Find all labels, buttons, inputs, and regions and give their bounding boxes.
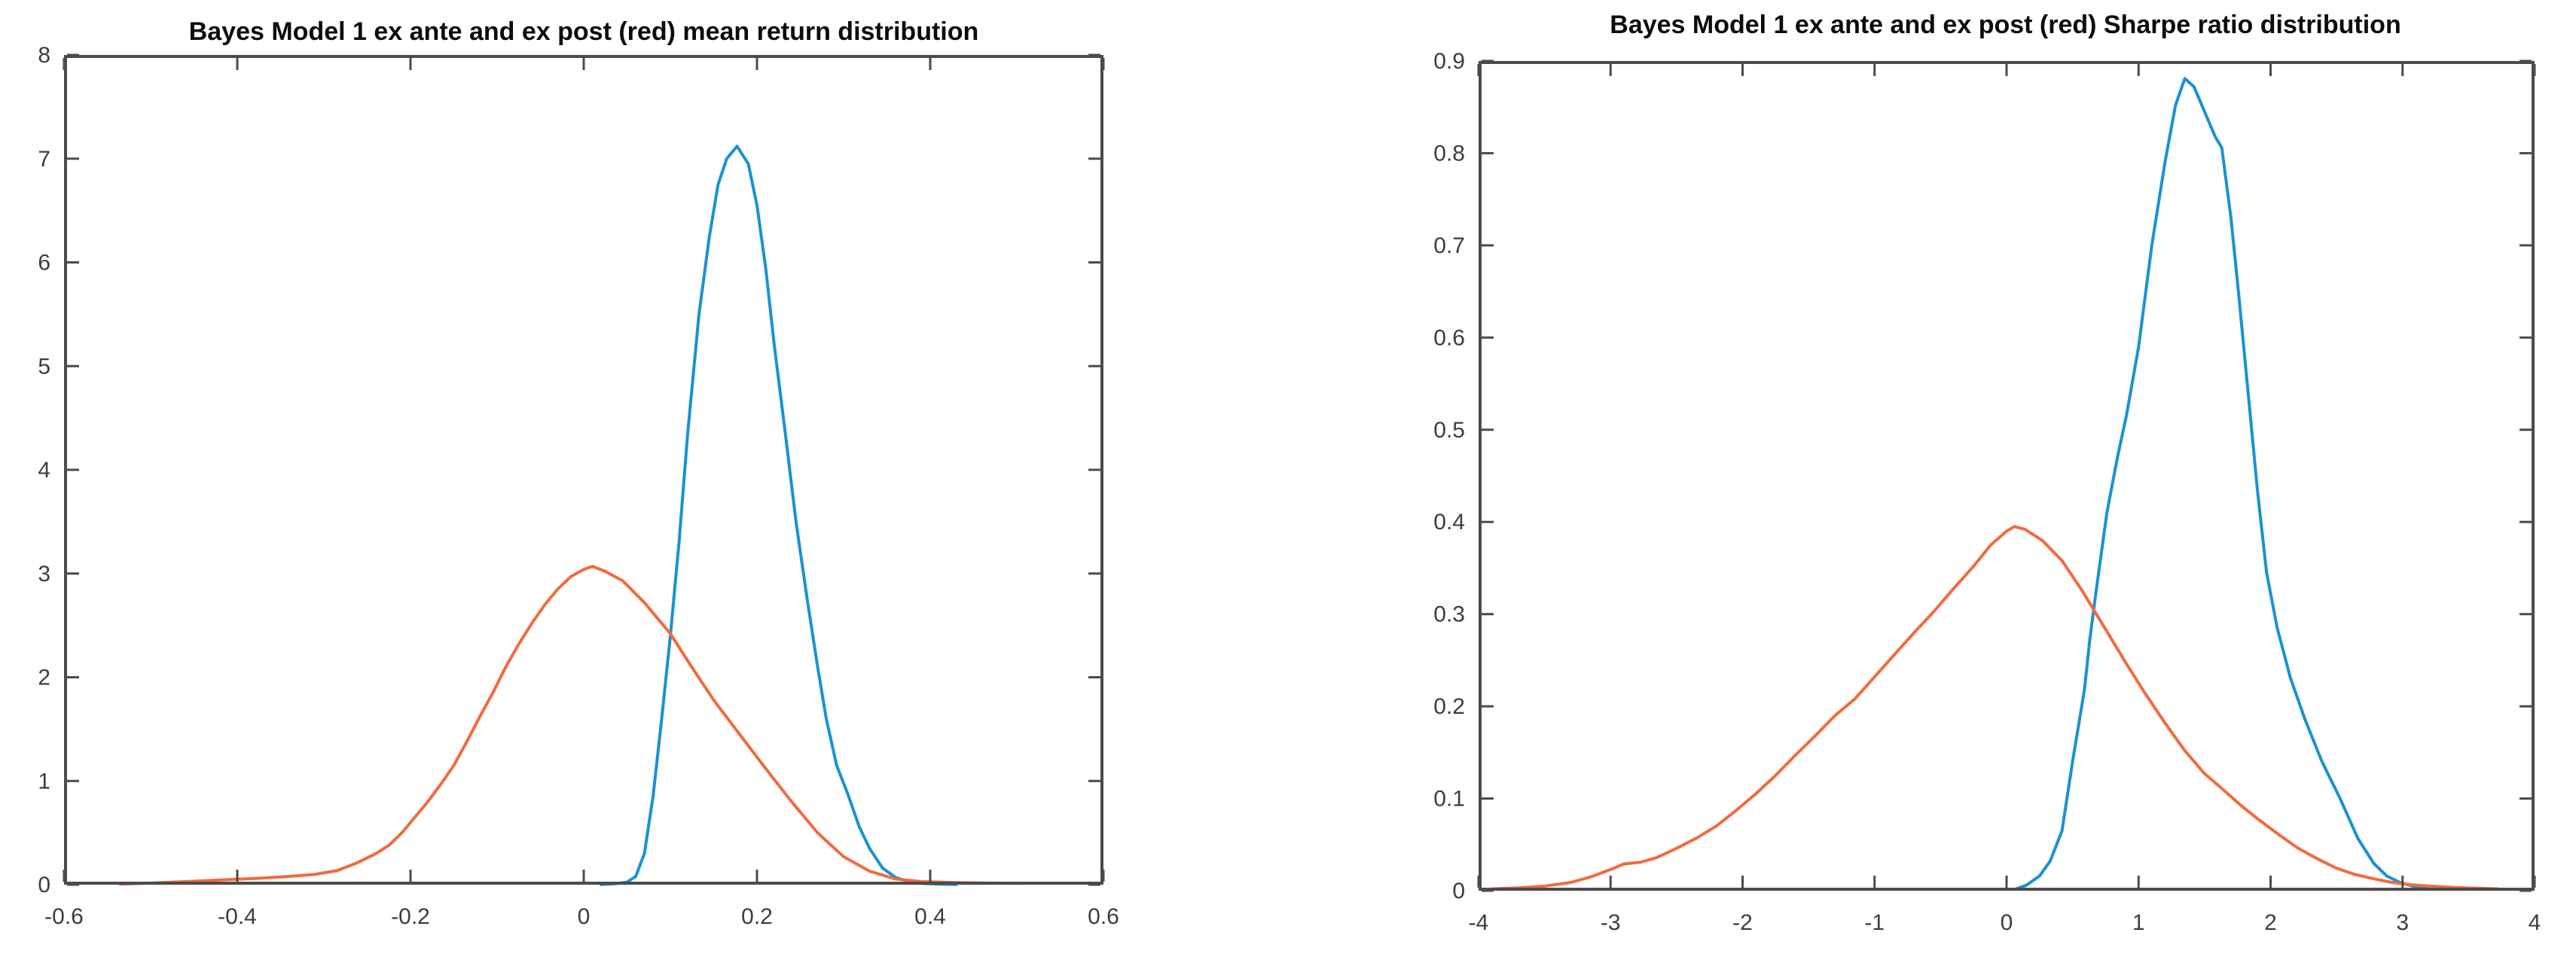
x-tick-label: 0 [2001,910,2013,935]
y-tick-label: 2 [38,666,50,690]
x-tick-label: -3 [1601,910,1621,935]
y-tick-label: 3 [38,562,50,587]
y-tick-label: 4 [38,458,50,483]
chart-title: Bayes Model 1 ex ante and ex post (red) … [1610,11,2401,39]
ex-post-curve [118,565,1023,886]
x-tick-label: -2 [1732,910,1753,935]
chart-title: Bayes Model 1 ex ante and ex post (red) … [188,17,979,46]
x-tick-label: -0.6 [44,904,84,929]
x-tick-label: 0.2 [741,904,773,929]
ex-ante-curve [600,145,958,886]
x-tick-label: 4 [2529,910,2541,935]
x-tick-label: -4 [1469,910,1489,935]
y-tick-label: 0.5 [1433,418,1465,443]
y-tick-label: 0.2 [1433,694,1465,719]
y-tick-label: 1 [38,769,50,794]
y-tick-label: 0.8 [1433,141,1465,166]
x-tick-label: 1 [2132,910,2145,935]
plot-area-sharpe-ratio: -4 -3 -2 -1 0 1 2 3 4 0 0.1 0.2 0.3 0.4 0.5 0.6 0.7 0.8 0.… [1433,49,2541,935]
y-tick-label: 0.9 [1433,49,1465,74]
y-tick-label: 0.4 [1433,510,1465,535]
y-tick-label: 0.1 [1433,787,1465,812]
y-tick-label: 7 [38,147,50,172]
ex-post-curve [1490,525,2499,891]
x-tick-label: 0.6 [1088,904,1119,929]
y-tick-label: 6 [38,251,50,276]
x-tick-label: -0.2 [391,904,430,929]
axes-box [1479,61,2535,891]
y-tick-label: 0 [38,873,50,897]
ex-ante-curve [2014,77,2441,891]
plot-area-mean-return: -0.6 -0.4 -0.2 0 0.2 0.4 0.6 0 1 2 3 4 5 6 7 8 [38,43,1119,929]
y-tick-label: 0.3 [1433,602,1465,627]
x-tick-label: 3 [2396,910,2409,935]
x-tick-label: -1 [1864,910,1885,935]
y-tick-label: 0 [1452,879,1465,904]
y-tick-label: 5 [38,354,50,379]
x-tick-label: 2 [2264,910,2277,935]
y-tick-label: 0.6 [1433,325,1465,350]
y-tick-label: 8 [38,43,50,68]
x-tick-label: 0.4 [914,904,946,929]
x-tick-label: 0 [578,904,591,929]
x-tick-label: -0.4 [218,904,257,929]
y-tick-label: 0.7 [1433,233,1465,258]
axes-box [64,55,1103,885]
